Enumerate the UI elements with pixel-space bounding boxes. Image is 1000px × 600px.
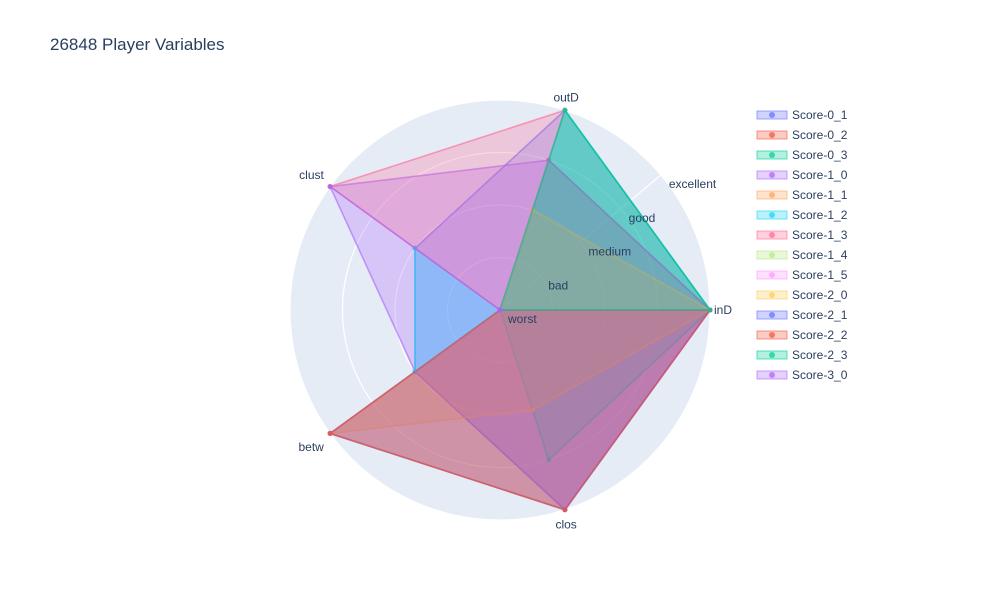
legend-item[interactable]: Score-0_2 [756, 128, 848, 142]
legend-item[interactable]: Score-2_3 [756, 348, 848, 362]
axis-label-outD: outD [553, 90, 579, 104]
legend-item[interactable]: Score-0_3 [756, 148, 848, 162]
radial-tick-label: medium [588, 245, 631, 259]
legend-label: Score-1_4 [792, 248, 848, 262]
legend-marker [769, 172, 775, 178]
data-point[interactable] [497, 307, 503, 313]
radial-tick-label: bad [548, 278, 568, 292]
axis-label-betw: betw [299, 440, 325, 454]
legend-marker [769, 312, 775, 318]
legend-marker [769, 132, 775, 138]
legend-label: Score-1_3 [792, 228, 848, 242]
legend-label: Score-1_5 [792, 268, 848, 282]
legend-label: Score-1_1 [792, 188, 848, 202]
series-layer [327, 107, 713, 513]
axis-label-clust: clust [299, 168, 324, 182]
legend-label: Score-2_0 [792, 288, 848, 302]
legend-marker [769, 372, 775, 378]
legend-label: Score-2_2 [792, 328, 848, 342]
legend-label: Score-0_2 [792, 128, 848, 142]
legend-item[interactable]: Score-1_4 [756, 248, 848, 262]
radial-tick-label: worst [507, 312, 537, 326]
data-point[interactable] [327, 430, 333, 436]
data-point[interactable] [546, 457, 552, 463]
legend-label: Score-0_3 [792, 148, 848, 162]
legend-marker [769, 212, 775, 218]
data-point[interactable] [707, 307, 713, 313]
legend-label: Score-2_3 [792, 348, 848, 362]
legend-label: Score-3_0 [792, 368, 848, 382]
radial-tick-labels: worst bad medium good excellent [507, 177, 717, 326]
legend-item[interactable]: Score-1_1 [756, 188, 848, 202]
angular-axis-labels: inD outD clust betw clos [299, 90, 733, 531]
series-area[interactable] [498, 108, 712, 311]
radial-tick-label: good [629, 211, 656, 225]
legend-label: Score-0_1 [792, 108, 848, 122]
legend[interactable]: Score-0_1 Score-0_2 Score-0_3 Score-1_0 Scor… [756, 108, 848, 382]
legend-marker [769, 232, 775, 238]
data-point[interactable] [562, 107, 568, 113]
legend-item[interactable]: Score-0_1 [756, 108, 848, 122]
legend-item[interactable]: Score-1_3 [756, 228, 848, 242]
axis-label-clos: clos [555, 518, 576, 532]
legend-marker [769, 292, 775, 298]
legend-marker [769, 332, 775, 338]
legend-marker [769, 152, 775, 158]
data-point[interactable] [327, 184, 333, 190]
series-Score-3_0[interactable] [327, 184, 503, 313]
legend-marker [769, 352, 775, 358]
radial-axis-line [499, 174, 662, 311]
axis-label-inD: inD [714, 303, 732, 317]
legend-item[interactable]: Score-1_2 [756, 208, 848, 222]
legend-item[interactable]: Score-1_5 [756, 268, 848, 282]
radial-tick-label: excellent [669, 177, 717, 191]
legend-marker [769, 272, 775, 278]
legend-item[interactable]: Score-2_1 [756, 308, 848, 322]
legend-marker [769, 112, 775, 118]
data-point[interactable] [562, 507, 568, 513]
legend-label: Score-1_2 [792, 208, 848, 222]
legend-item[interactable]: Score-1_0 [756, 168, 848, 182]
legend-item[interactable]: Score-2_0 [756, 288, 848, 302]
legend-marker [769, 252, 775, 258]
chart-title: 26848 Player Variables [50, 35, 225, 54]
legend-label: Score-1_0 [792, 168, 848, 182]
legend-marker [769, 192, 775, 198]
legend-item[interactable]: Score-2_2 [756, 328, 848, 342]
legend-label: Score-2_1 [792, 308, 848, 322]
data-point[interactable] [529, 407, 535, 413]
legend-item[interactable]: Score-3_0 [756, 368, 848, 382]
